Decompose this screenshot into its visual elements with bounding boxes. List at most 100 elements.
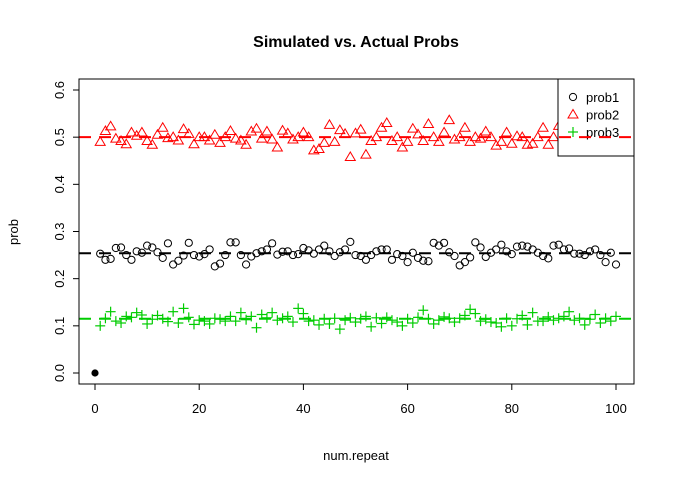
y-tick-label: 0.3 [52,222,67,240]
y-tick-label: 0.2 [52,270,67,288]
prob1-point [288,250,298,260]
prob3-point [142,318,153,329]
prob1-point [439,238,449,247]
prob3-point [298,308,309,319]
prob3-point [303,316,314,327]
prob1-point [163,239,173,248]
prob3-point [340,315,351,326]
prob2-point [146,138,159,149]
prob1-point [351,250,360,260]
x-tick-label: 100 [605,401,627,416]
prob3-point [131,307,142,318]
prob3-point [548,315,559,326]
prob2-point [469,131,482,142]
prob2-point [479,125,492,136]
prob3-point [397,320,408,331]
prob1-point [372,247,381,256]
x-tick-label: 0 [91,401,98,416]
prob1-point [346,237,355,246]
chart-title: Simulated vs. Actual Probs [253,34,459,51]
prob3-point [251,322,262,333]
prob3-point [188,319,199,330]
prob1-point [189,250,199,260]
prob2-point [287,133,299,144]
prob1-point [236,250,245,260]
x-tick-label: 60 [400,401,414,416]
prob1-point [174,256,183,265]
prob2-point [130,129,143,140]
origin-point [91,369,99,377]
prob2-point [526,137,539,148]
prob2-point [396,141,409,152]
prob2-point [505,137,518,148]
prob1-point [257,247,266,256]
prob2-point [120,138,133,149]
prob2-point [344,150,357,161]
prob3-point [225,311,236,322]
prob2-point [500,126,513,137]
prob3-point [324,318,335,329]
prob1-point [299,243,308,253]
prob3-point [569,315,580,326]
prob3-point [470,308,481,319]
prob1-point [611,260,621,269]
prob3-point [386,315,397,326]
prob3-point [178,303,189,314]
prob3-point [194,315,205,326]
prob3-point [209,313,220,324]
prob3-point [428,318,439,329]
x-tick-label: 80 [505,401,519,416]
prob3-point [413,312,424,323]
prob3-point [496,321,507,332]
prob2-point [203,134,216,145]
prob2-point [307,144,320,155]
y-tick-label: 0.1 [52,317,67,335]
prob1-point [148,243,157,252]
prob3-point [433,315,444,326]
prob1-point [471,238,480,247]
prob2-point [333,124,346,135]
prob3-point [220,316,231,327]
prob2-point [250,122,263,133]
prob2-point [214,136,226,147]
prob1-point [476,243,485,252]
x-tick-label: 40 [296,401,310,416]
prob1-point [549,241,558,250]
prob1-point [226,238,235,247]
prob3-point [121,311,132,322]
prob1-point [221,250,230,260]
prob1-point [455,261,464,270]
prob2-point [417,134,430,145]
prob1-point [179,251,188,260]
prob1-point [330,251,339,261]
prob2-point [542,138,555,149]
prob1-point [325,247,334,256]
prob2-point [188,138,200,149]
prob3-point [173,318,184,329]
prob3-point [230,316,241,327]
prob3-point [376,318,387,329]
prob3-point [95,320,106,331]
reference-lines [79,136,634,320]
prob1-point [424,257,433,266]
prob3-point [366,321,377,332]
prob3-point [564,306,575,317]
prob2-point [151,128,164,139]
prob3-point [308,315,319,326]
prob3-point [152,310,163,321]
prob3-point [168,306,179,317]
prob3-point [272,315,283,326]
prob1-point [205,245,214,254]
prob1-point [466,253,475,262]
prob3-point [491,318,502,329]
y-axis-label: prob [6,219,21,245]
prob2-point [537,121,549,132]
prob1-point [497,240,506,249]
prob2-point [261,125,273,136]
prob2-point [208,128,221,139]
prob3-point [522,319,533,330]
prob2-point [323,118,336,129]
prob2-point [245,125,258,136]
